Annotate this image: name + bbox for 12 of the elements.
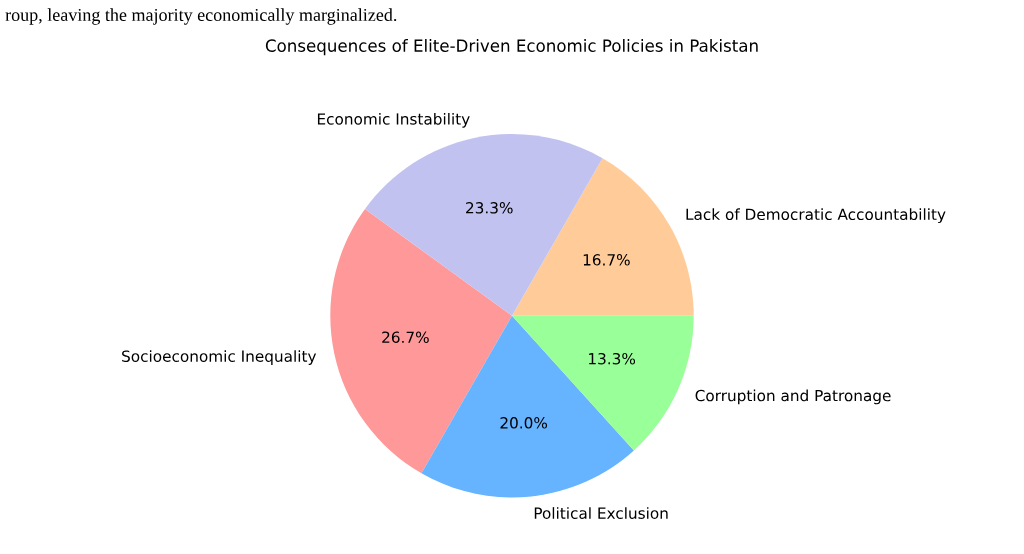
data-label: 20.0% (500, 417, 548, 429)
slice-label: Socioeconomic Inequality (122, 350, 317, 365)
slice-label: Economic Instability (317, 112, 470, 128)
data-label: 16.7% (583, 254, 630, 266)
slice-label: Corruption and Patronage (695, 389, 891, 405)
text: roup, leaving the majority economically marginalized. (5, 8, 397, 25)
data-label: 13.3% (589, 352, 636, 365)
slice-label: Lack of Democratic Accountability (686, 208, 946, 224)
slice-label: Political Exclusion (534, 507, 668, 519)
data-label: 26.7% (382, 331, 429, 343)
chart-title: Consequences of Elite-Driven Economic Policies in Pakistan (265, 39, 758, 56)
data-label: 23.3% (466, 202, 513, 214)
